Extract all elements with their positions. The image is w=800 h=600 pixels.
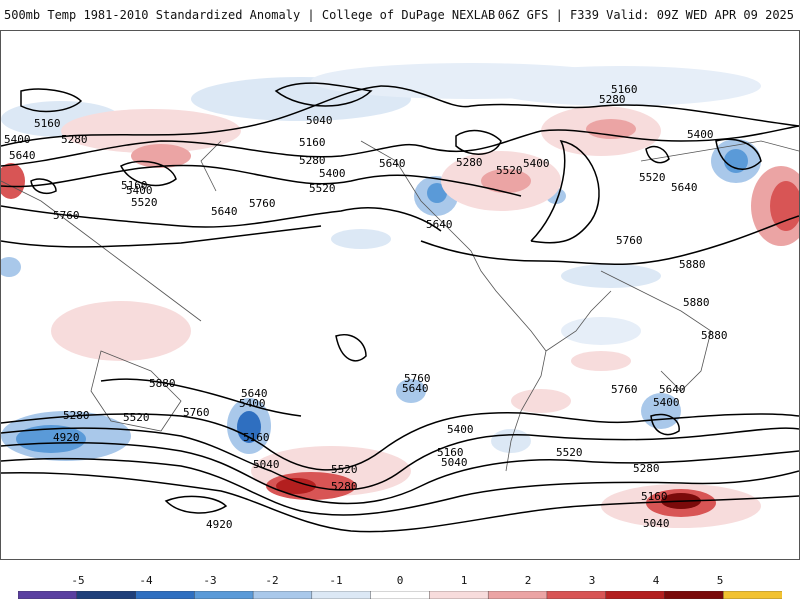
contour-label: 5640 xyxy=(211,205,238,218)
contour-label: 5640 xyxy=(659,383,686,396)
contour-label: 5040 xyxy=(253,458,280,471)
contour-label: 5160 xyxy=(641,490,668,503)
coastlines xyxy=(1,140,799,472)
contour-label: 5400 xyxy=(687,128,714,141)
colorbar-tick-label: -4 xyxy=(139,574,153,587)
contour-label: 5400 xyxy=(447,423,474,436)
contour-label: 5400 xyxy=(523,157,550,170)
colorbar-strip xyxy=(18,591,782,599)
contour-labels: 5160 5400 5280 5640 5160 5400 5520 5760 … xyxy=(4,83,728,531)
contour-label: 5520 xyxy=(331,463,358,476)
contour-label: 5400 xyxy=(4,133,31,146)
colorbar-segment xyxy=(252,591,313,599)
height-contours xyxy=(1,82,799,533)
contour-label: 5280 xyxy=(331,480,358,493)
map-title: 500mb Temp 1981-2010 Standardized Anomal… xyxy=(4,8,496,22)
colorbar-segment xyxy=(370,591,431,599)
colorbar-segment xyxy=(135,591,196,599)
colorbar-segment xyxy=(487,591,548,599)
colorbar-segment xyxy=(546,591,607,599)
colorbar-tick-label: -3 xyxy=(203,574,217,587)
colorbar-tick-label: 4 xyxy=(652,574,660,587)
contour-label: 5640 xyxy=(671,181,698,194)
contour-label: 5400 xyxy=(653,396,680,409)
colorbar-segment xyxy=(429,591,489,599)
contour-label: 5640 xyxy=(379,157,406,170)
contour-label: 5160 xyxy=(121,179,148,192)
contour-label: 5520 xyxy=(556,446,583,459)
colorbar-tick-label: 2 xyxy=(524,574,532,587)
contour-label: 5520 xyxy=(131,196,158,209)
contour-label: 5160 xyxy=(611,83,638,96)
contour-label: 5280 xyxy=(599,93,626,106)
contour-label: 5280 xyxy=(63,409,90,422)
contour-label: 5640 xyxy=(9,149,36,162)
colorbar-segment xyxy=(76,591,137,599)
colorbar-tick-label: 5 xyxy=(716,574,724,587)
colorbar-segment xyxy=(18,591,78,599)
contour-label: 5880 xyxy=(149,377,176,390)
contour-label: 5160 xyxy=(243,431,270,444)
contour-label: 5640 xyxy=(402,382,429,395)
colorbar-tick-label: 1 xyxy=(460,574,468,587)
colorbar-tick-label: -5 xyxy=(71,574,85,587)
contour-label: 5640 xyxy=(426,218,453,231)
cold-anomaly-shading xyxy=(1,63,761,461)
contour-label: 5520 xyxy=(309,182,336,195)
colorbar-tick-label: 3 xyxy=(588,574,596,587)
contour-label: 5880 xyxy=(701,329,728,342)
colorbar-segment xyxy=(605,591,666,599)
contour-label: 5400 xyxy=(239,397,266,410)
contour-label: 5640 xyxy=(241,387,268,400)
contour-label: 5280 xyxy=(456,156,483,169)
contour-label: 5280 xyxy=(61,133,88,146)
model-run-info: 06Z GFS | F339 Valid: 09Z WED APR 09 202… xyxy=(497,8,794,22)
contour-label: 5040 xyxy=(643,517,670,530)
colorbar-tick-label: 0 xyxy=(396,574,404,587)
colorbar-tick-label: -2 xyxy=(265,574,279,587)
title-bar: 500mb Temp 1981-2010 Standardized Anomal… xyxy=(0,0,800,30)
warm-anomaly-shading xyxy=(1,106,799,528)
contour-label: 5760 xyxy=(249,197,276,210)
map-panel: 5160 5400 5280 5640 5160 5400 5520 5760 … xyxy=(0,30,800,560)
anomaly-colorbar: -5 -4 -3 -2 -1 0 1 2 3 4 5 xyxy=(0,570,800,600)
contour-label: 5760 xyxy=(53,209,80,222)
colorbar-segment xyxy=(664,591,724,599)
contour-label: 5040 xyxy=(441,456,468,469)
contour-label: 5520 xyxy=(496,164,523,177)
contour-label: 5760 xyxy=(404,372,431,385)
anomaly-map: 5160 5400 5280 5640 5160 5400 5520 5760 … xyxy=(1,63,799,533)
contour-label: 5280 xyxy=(299,154,326,167)
contour-label: 5760 xyxy=(616,234,643,247)
contour-label: 5160 xyxy=(299,136,326,149)
contour-label: 5400 xyxy=(319,167,346,180)
contour-label: 5880 xyxy=(683,296,710,309)
contour-label: 5760 xyxy=(611,383,638,396)
contour-label: 5400 xyxy=(126,184,153,197)
contour-label: 4920 xyxy=(53,431,80,444)
contour-label: 5520 xyxy=(639,171,666,184)
contour-label: 5160 xyxy=(34,117,61,130)
contour-label: 5040 xyxy=(306,114,333,127)
colorbar-segment xyxy=(194,591,254,599)
contour-label: 5880 xyxy=(679,258,706,271)
colorbar-tick-label: -1 xyxy=(329,574,343,587)
contour-label: 4920 xyxy=(206,518,233,531)
colorbar-segment xyxy=(723,591,782,599)
contour-label: 5160 xyxy=(437,446,464,459)
contour-label: 5280 xyxy=(633,462,660,475)
colorbar-segment xyxy=(311,591,372,599)
contour-label: 5520 xyxy=(123,411,150,424)
contour-label: 5760 xyxy=(183,406,210,419)
